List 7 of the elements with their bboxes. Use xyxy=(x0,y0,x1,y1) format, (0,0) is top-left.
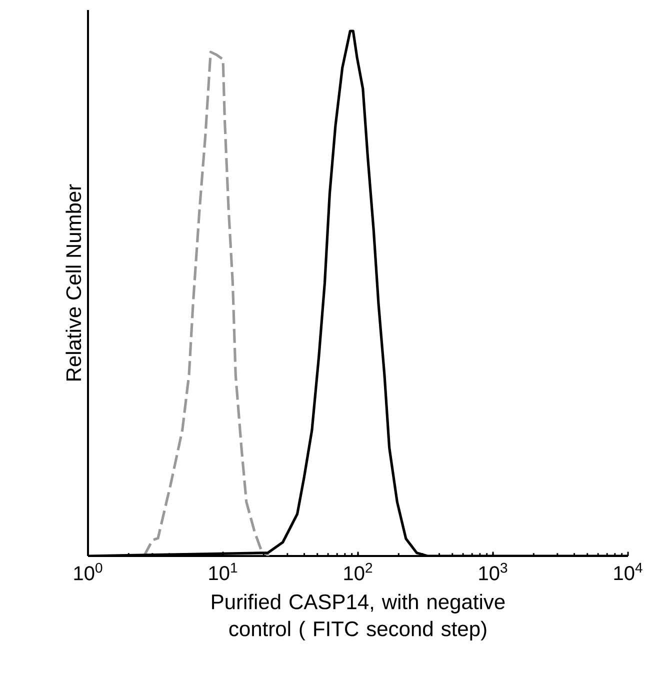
x-tick-label: 10$^{1}$ xyxy=(209,562,238,580)
x-tick-label: 10$^{3}$ xyxy=(479,562,508,580)
x-tick-label: 10$^{4}$ xyxy=(614,562,642,580)
x-axis-title: Purified CASP14, with negative control ( FITC second step) xyxy=(212,594,505,640)
x-tick-label: 10$^{2}$ xyxy=(344,562,372,580)
y-axis-title: Relative Cell Number xyxy=(66,184,82,380)
x-tick-label: 10$^{0}$ xyxy=(74,562,102,580)
